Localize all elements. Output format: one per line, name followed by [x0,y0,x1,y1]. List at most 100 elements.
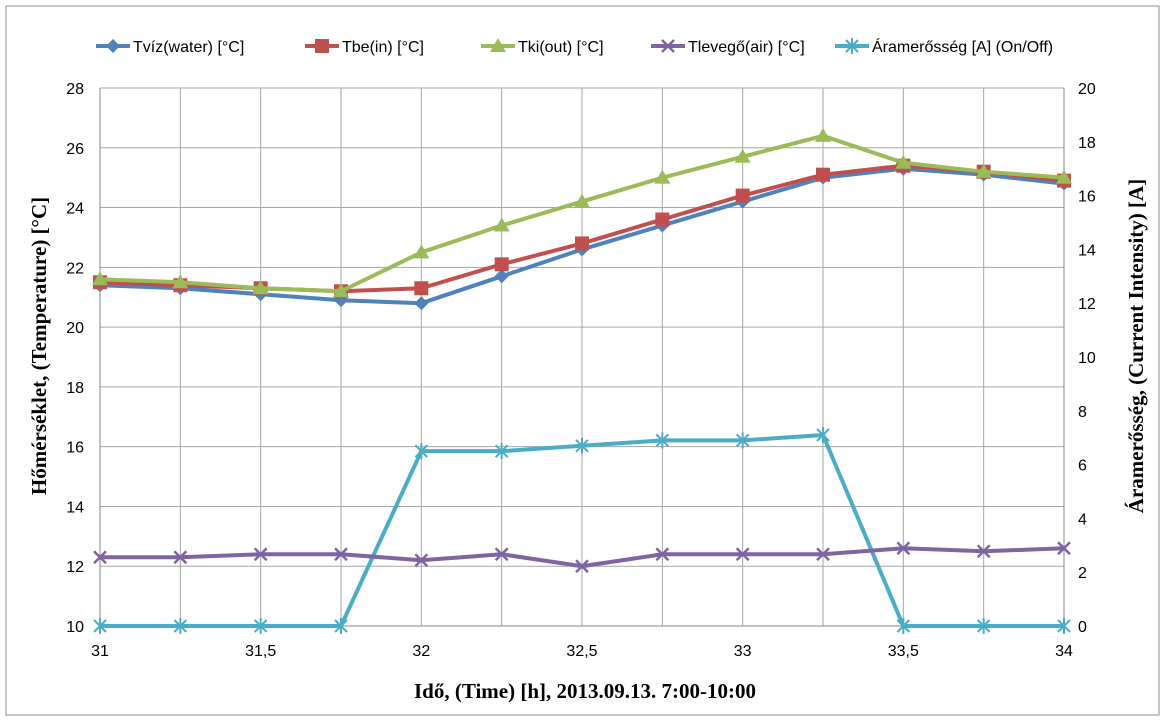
data-point [414,281,429,296]
y-tick-label-left: 28 [66,81,84,98]
series-4 [93,427,1071,634]
x-tick-label: 31 [91,643,109,660]
data-point [1056,169,1072,184]
data-point [93,618,107,634]
data-point [655,212,670,227]
y-tick-label-left: 12 [66,559,84,576]
data-point [413,244,430,259]
data-point [976,618,991,634]
legend-label: Tki(out) [°C] [518,39,604,56]
data-point [252,280,269,295]
y-tick-label-left: 18 [66,380,84,397]
legend-swatch-marker [106,39,120,53]
data-point [334,618,348,634]
data-point [575,559,589,574]
data-point [816,427,830,444]
legend-label: Tvíz(water) [°C] [133,39,244,56]
y-tick-label-left: 14 [66,499,84,516]
legend-item: Tbe(in) [°C] [305,39,424,56]
data-point [1057,618,1071,634]
data-point [896,618,911,634]
y-tick-label-left: 20 [66,320,84,337]
legend-label: Áramerősség [A] (On/Off) [872,37,1053,56]
y-tick-label-right: 20 [1078,81,1096,98]
y-tick-label-right: 12 [1078,296,1096,313]
series-group [92,127,1072,634]
y-tick-label-left: 16 [66,440,84,457]
y-tick-label-right: 14 [1078,242,1096,259]
series-2 [92,127,1072,298]
legend-swatch-marker [490,38,506,52]
data-point [253,618,268,634]
y-tick-label-right: 6 [1078,458,1087,475]
legend-swatch-marker [315,39,329,53]
data-point [494,443,509,460]
y-axis-title-left: Hőmérséklet, (Temperature) [°C] [27,197,51,495]
legend-swatch-marker [845,38,859,54]
legend-label: Tbe(in) [°C] [342,39,424,56]
y-tick-label-left: 24 [66,201,84,218]
data-point [975,163,992,178]
data-point [654,169,671,184]
data-point [816,547,830,562]
y-tick-label-right: 2 [1078,565,1087,582]
data-point [1057,541,1071,556]
x-tick-label: 32 [412,643,430,660]
data-point [574,193,590,208]
y-tick-label-right: 16 [1078,189,1096,206]
y-tick-label-left: 26 [66,141,84,158]
data-point [334,547,348,562]
legend: Tvíz(water) [°C] Tbe(in) [°C] Tki(out) [°C… [96,37,1053,56]
data-point [414,553,429,568]
y-tick-label-right: 8 [1078,404,1087,421]
data-point [414,296,429,311]
data-point [735,188,750,203]
x-tick-label: 33 [734,643,752,660]
data-point [493,217,510,232]
data-point [655,432,670,449]
legend-item: Tvíz(water) [°C] [96,39,244,56]
data-point [655,547,670,562]
x-tick-label: 34 [1055,643,1073,660]
y-tick-label-left: 10 [66,619,84,636]
data-point [494,257,509,272]
data-point [895,154,912,169]
y-axis-title-right: Áramerősség, (Current Intensity) [A] [1124,179,1148,513]
x-tick-label: 31,5 [245,643,276,660]
data-point [253,547,268,562]
y-tick-label-right: 0 [1078,619,1087,636]
legend-label: Tlevegő(air) [°C] [688,39,805,56]
legend-item: Áramerősség [A] (On/Off) [835,37,1053,56]
data-point [92,271,108,286]
legend-swatch-marker [661,39,675,53]
data-point [816,167,830,182]
y-tick-label-right: 4 [1078,511,1087,528]
data-point [976,544,991,559]
data-point [414,443,429,460]
x-axis-title: Idő, (Time) [h], 2013.09.13. 7:00-10:00 [414,679,756,703]
data-point [494,269,509,284]
data-point [93,550,107,565]
data-point [173,550,188,565]
series-3 [93,541,1071,574]
data-point [735,432,750,449]
data-point [735,547,750,562]
x-tick-label: 33,5 [888,643,919,660]
y-tick-label-left: 22 [66,260,84,277]
y-tick-label-right: 10 [1078,350,1096,367]
data-point [815,127,831,142]
data-point [896,541,911,556]
data-point [333,283,349,298]
x-tick-label: 32,5 [566,643,597,660]
data-point [734,148,751,163]
data-point [575,236,589,251]
data-point [172,274,189,289]
data-point [173,618,188,634]
legend-item: Tki(out) [°C] [481,38,604,56]
legend-item: Tlevegő(air) [°C] [651,39,805,56]
data-point [494,547,509,562]
y-tick-label-right: 18 [1078,135,1096,152]
